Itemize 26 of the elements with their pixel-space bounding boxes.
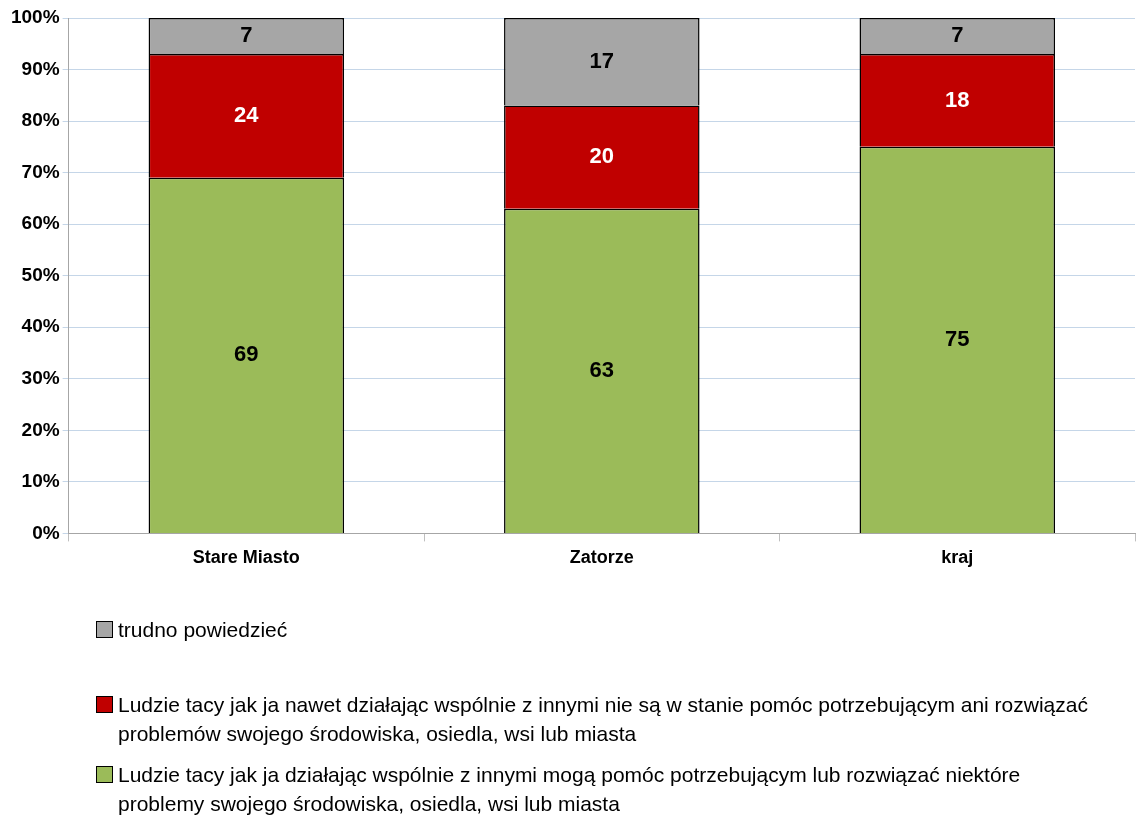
y-tick-label: 50% — [21, 263, 60, 285]
data-label: 24 — [234, 101, 260, 127]
y-tick-label: 60% — [21, 212, 60, 234]
y-tick-label: 0% — [32, 521, 60, 543]
y-tick-label: 30% — [21, 367, 60, 389]
y-tick-label: 20% — [21, 418, 60, 440]
legend-label: Ludzie tacy jak ja nawet działając wspólnie z innymi nie są w stanie pomóc potrzebującym ani rozwiązać problemów swojego środowiska, osiedla, wsi lub miasta — [118, 692, 1089, 747]
legend-label: trudno powiedzieć — [118, 617, 288, 643]
y-tick-label: 100% — [10, 6, 60, 28]
y-tick-label: 90% — [21, 57, 60, 79]
data-label: 69 — [234, 341, 259, 367]
data-label: 7 — [240, 22, 253, 48]
x-tick-label: kraj — [941, 547, 974, 568]
legend-label: Ludzie tacy jak ja działając wspólnie z innymi mogą pomóc potrzebującym lub rozwiązać niektóre problemy swojego środowiska, osiedla, wsi lub miasta — [118, 762, 1022, 817]
data-label: 18 — [945, 86, 970, 112]
y-tick-label: 70% — [21, 160, 60, 182]
data-label: 20 — [589, 143, 615, 169]
x-tick-label: Zatorze — [569, 547, 634, 568]
data-label: 7 — [951, 22, 964, 48]
y-tick-label: 10% — [21, 470, 60, 492]
data-label: 75 — [945, 325, 970, 351]
data-label: 17 — [589, 47, 615, 73]
data-label: 63 — [589, 356, 615, 382]
y-tick-label: 80% — [21, 109, 60, 131]
y-tick-label: 40% — [21, 315, 60, 337]
x-tick-label: Stare Miasto — [192, 547, 300, 568]
